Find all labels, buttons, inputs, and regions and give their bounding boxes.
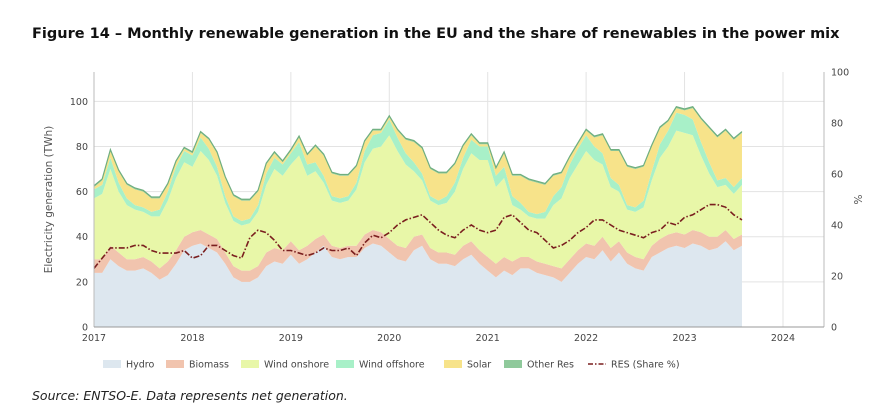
source-note: Source: ENTSO-E. Data represents net gen… [32, 388, 348, 403]
y-tick-label: 0 [82, 323, 88, 334]
figure-title: Figure 14 – Monthly renewable generation… [32, 26, 840, 42]
legend-swatch [336, 360, 354, 368]
y-axis-label: Electricity generation (TWh) [43, 126, 55, 274]
area-wind-offshore [94, 112, 742, 226]
y-tick-label: 100 [70, 97, 88, 108]
y2-tick-label: 40 [831, 221, 843, 232]
x-tick-label: 2022 [574, 333, 598, 344]
x-tick-label: 2021 [476, 333, 500, 344]
legend-label: RES (Share %) [611, 360, 680, 371]
y-tick-label: 60 [76, 187, 88, 198]
y-tick-label: 80 [76, 142, 88, 153]
legend: Hydro Biomass Wind onshore Wind offshore Sol… [103, 360, 680, 371]
y-tick-label: 20 [76, 277, 88, 288]
x-tick-label: 2024 [771, 333, 795, 344]
y-tick-label: 40 [76, 232, 88, 243]
res-share-line [93, 203, 743, 269]
area-solar [94, 108, 742, 221]
axes: 0 20 40 60 80 100 0 20 40 60 80 100 2017 2018 2019 2020… [43, 68, 865, 345]
x-tick-label: 2019 [279, 333, 303, 344]
area-hydro [94, 241, 742, 327]
res-share-line-group [93, 203, 743, 269]
x-tick-label: 2023 [672, 333, 696, 344]
area-wind-onshore [94, 130, 742, 271]
area-biomass [94, 229, 742, 282]
y2-tick-label: 20 [831, 272, 843, 283]
x-tick-label: 2017 [82, 333, 106, 344]
legend-label: Hydro [126, 360, 154, 371]
legend-swatch [103, 360, 121, 368]
stacked-areas [93, 106, 743, 327]
y2-tick-label: 80 [831, 119, 843, 130]
legend-label: Other Res [527, 360, 574, 371]
legend-swatch [166, 360, 184, 368]
legend-label: Wind onshore [264, 360, 329, 371]
x-tick-label: 2020 [377, 333, 401, 344]
y2-tick-label: 100 [831, 68, 849, 79]
legend-label: Wind offshore [359, 360, 425, 371]
legend-label: Solar [467, 360, 491, 371]
legend-label: Biomass [189, 360, 229, 371]
y2-tick-label: 60 [831, 170, 843, 181]
x-tick-label: 2018 [180, 333, 204, 344]
area-top-edge [93, 106, 743, 200]
renewables-chart: 0 20 40 60 80 100 0 20 40 60 80 100 2017 2018 2019 2020… [43, 68, 865, 371]
legend-swatch [241, 360, 259, 368]
y2-axis-label: % [853, 194, 865, 204]
legend-swatch [504, 360, 522, 368]
legend-swatch [444, 360, 462, 368]
y2-tick-label: 0 [831, 323, 837, 334]
